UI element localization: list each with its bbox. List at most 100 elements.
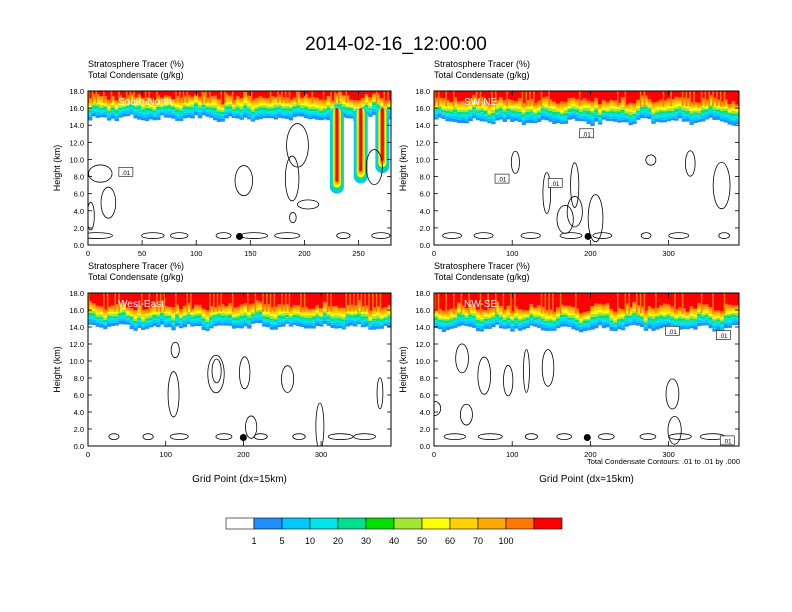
tracer-streak (88, 91, 90, 103)
tracer-band-cell (639, 109, 645, 113)
tracer-band-cell (345, 293, 350, 305)
tracer-band-cell (521, 314, 527, 318)
tracer-band-cell (387, 110, 391, 114)
tracer-band-cell (487, 105, 492, 109)
tracer-band-cell (201, 310, 207, 312)
tracer-band-cell (434, 102, 439, 105)
tracer-band-cell (247, 312, 252, 316)
tracer-band-cell (697, 305, 702, 309)
tracer-band-cell (506, 113, 511, 117)
tracer-band-cell (575, 101, 580, 104)
y-axis-label: Height (km) (52, 145, 62, 192)
tracer-band-cell (319, 315, 324, 317)
tracer-band-cell (239, 117, 244, 120)
tracer-band-cell (735, 106, 739, 108)
condensate-contour (455, 343, 469, 374)
tracer-band-cell (148, 113, 153, 116)
tracer-band-cell (125, 311, 131, 315)
tracer-band-cell (441, 312, 447, 316)
tracer-band-cell (137, 322, 142, 326)
tracer-band-cell (685, 322, 691, 325)
tracer-streak (525, 91, 527, 107)
tracer-band-cell (536, 307, 542, 311)
tracer-band-cell (575, 315, 580, 319)
tracer-band-cell (186, 321, 191, 325)
tracer-band-cell (658, 105, 664, 108)
tracer-band-cell (605, 305, 610, 308)
tracer-band-cell (95, 108, 100, 112)
tracer-band-cell (529, 323, 534, 326)
tracer-band-cell (620, 314, 626, 317)
tracer-band-cell (491, 307, 496, 310)
tracer-band-cell (708, 106, 713, 110)
tracer-band-cell (167, 312, 172, 315)
tracer-band-cell (719, 321, 725, 325)
tracer-band-cell (437, 114, 443, 118)
tracer-band-cell (212, 105, 218, 109)
tracer-band-cell (269, 316, 275, 319)
tracer-band-cell (651, 327, 656, 331)
tracer-band-cell (571, 108, 576, 111)
tracer-band-cell (88, 305, 93, 308)
tracer-band-cell (254, 100, 260, 103)
tracer-band-cell (552, 117, 557, 121)
tracer-band-cell (95, 305, 100, 309)
tracer-band-cell (345, 103, 350, 107)
tracer-band-cell (186, 319, 191, 322)
tracer-band-cell (296, 94, 301, 98)
tracer-band-cell (322, 109, 328, 112)
tracer-streak (190, 293, 192, 312)
tracer-band-cell (277, 308, 282, 312)
tracer-band-cell (552, 317, 557, 320)
tracer-field (434, 91, 739, 243)
tracer-band-cell (171, 314, 176, 318)
tracer-band-cell (372, 293, 377, 308)
tracer-band-cell (575, 308, 580, 312)
tracer-band-cell (628, 293, 633, 307)
tracer-band-cell (643, 102, 649, 105)
panel-subtitle-condensate: Total Condensate (g/kg) (88, 70, 184, 80)
y-tick-label: 16.0 (69, 306, 84, 315)
tracer-band-cell (231, 115, 237, 119)
tracer-band-cell (360, 325, 366, 328)
tracer-band-cell (468, 314, 473, 318)
tracer-band-cell (678, 97, 683, 100)
y-tick-label: 2.0 (74, 425, 84, 434)
tracer-band-cell (129, 97, 135, 99)
tracer-band-cell (152, 108, 157, 111)
tracer-band-cell (556, 91, 561, 104)
tracer-band-cell (239, 103, 244, 107)
tracer-band-cell (510, 118, 515, 122)
y-tick-label: 18.0 (69, 289, 84, 298)
tracer-band-cell (651, 293, 656, 309)
tracer-band-cell (156, 307, 161, 310)
tracer-band-cell (456, 101, 462, 105)
tracer-band-cell (487, 91, 492, 105)
tracer-band-cell (697, 104, 702, 108)
tracer-band-cell (152, 309, 157, 312)
tracer-band-cell (250, 103, 256, 107)
tracer-band-cell (330, 322, 335, 325)
tracer-band-cell (639, 318, 645, 321)
tracer-band-cell (334, 310, 339, 314)
tracer-band-cell (533, 317, 538, 321)
tracer-band-cell (159, 310, 165, 313)
tracer-band-cell (559, 113, 565, 116)
tracer-streak (300, 293, 302, 312)
tracer-band-cell (681, 97, 687, 101)
condensate-contour (289, 211, 297, 224)
tracer-band-cell (110, 100, 116, 103)
tracer-band-cell (510, 115, 515, 119)
tracer-band-cell (114, 100, 119, 103)
tracer-band-cell (349, 313, 354, 316)
tracer-band-cell (133, 310, 138, 312)
tracer-band-cell (727, 106, 732, 109)
x-tick-label: 150 (244, 249, 257, 258)
tracer-band-cell (575, 99, 580, 102)
tracer-band-cell (468, 308, 473, 311)
tracer-band-cell (326, 102, 331, 105)
tracer-band-cell (190, 100, 195, 103)
condensate-contour (592, 232, 613, 239)
tracer-band-cell (662, 107, 668, 110)
tracer-band-cell (502, 91, 508, 101)
